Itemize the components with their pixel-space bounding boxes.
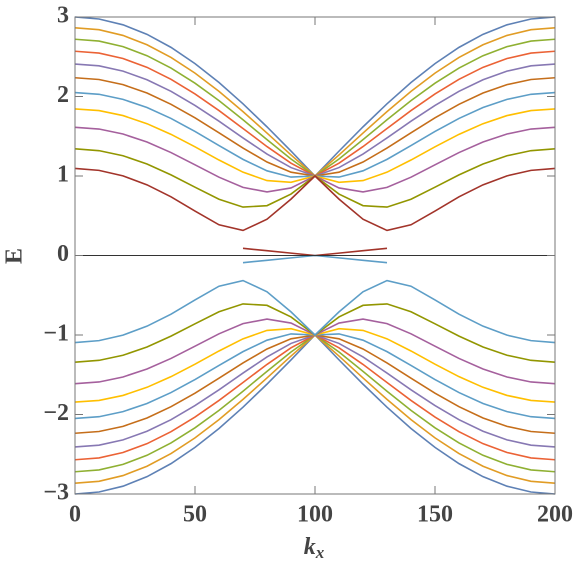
y-tick-label: −2 [43, 400, 69, 426]
x-label-main: k [304, 534, 316, 560]
y-tick-label: 2 [57, 82, 69, 108]
band-line [74, 334, 556, 435]
band-line [74, 303, 556, 363]
band-line [74, 148, 556, 208]
x-label-subscript: x [315, 543, 325, 562]
band-line [74, 333, 556, 484]
band-line [74, 63, 556, 177]
band-line [74, 327, 556, 403]
band-line [74, 334, 556, 461]
band-line [74, 16, 556, 178]
y-tick-label: 0 [57, 241, 69, 267]
band-line [74, 167, 556, 232]
band-line [74, 76, 556, 177]
band-line [74, 318, 556, 385]
x-tick-label: 200 [537, 502, 573, 528]
band-line [74, 334, 556, 448]
band-line [74, 279, 556, 344]
x-tick-label: 150 [417, 502, 453, 528]
y-tick-label: −1 [43, 321, 69, 347]
x-tick-label: 50 [183, 502, 207, 528]
band-line [74, 333, 556, 495]
band-line [74, 126, 556, 193]
band-line [242, 247, 388, 257]
x-tick-label: 0 [69, 502, 81, 528]
band-line [74, 50, 556, 177]
band-line [242, 254, 388, 264]
y-tick-label: 1 [57, 162, 69, 188]
band-line [74, 108, 556, 184]
x-axis-label: kx [304, 534, 325, 562]
band-line [74, 27, 556, 178]
y-tick-label: −3 [43, 480, 69, 506]
y-axis-label: E [2, 248, 28, 264]
x-tick-label: 100 [297, 502, 333, 528]
y-tick-label: 3 [57, 3, 69, 29]
